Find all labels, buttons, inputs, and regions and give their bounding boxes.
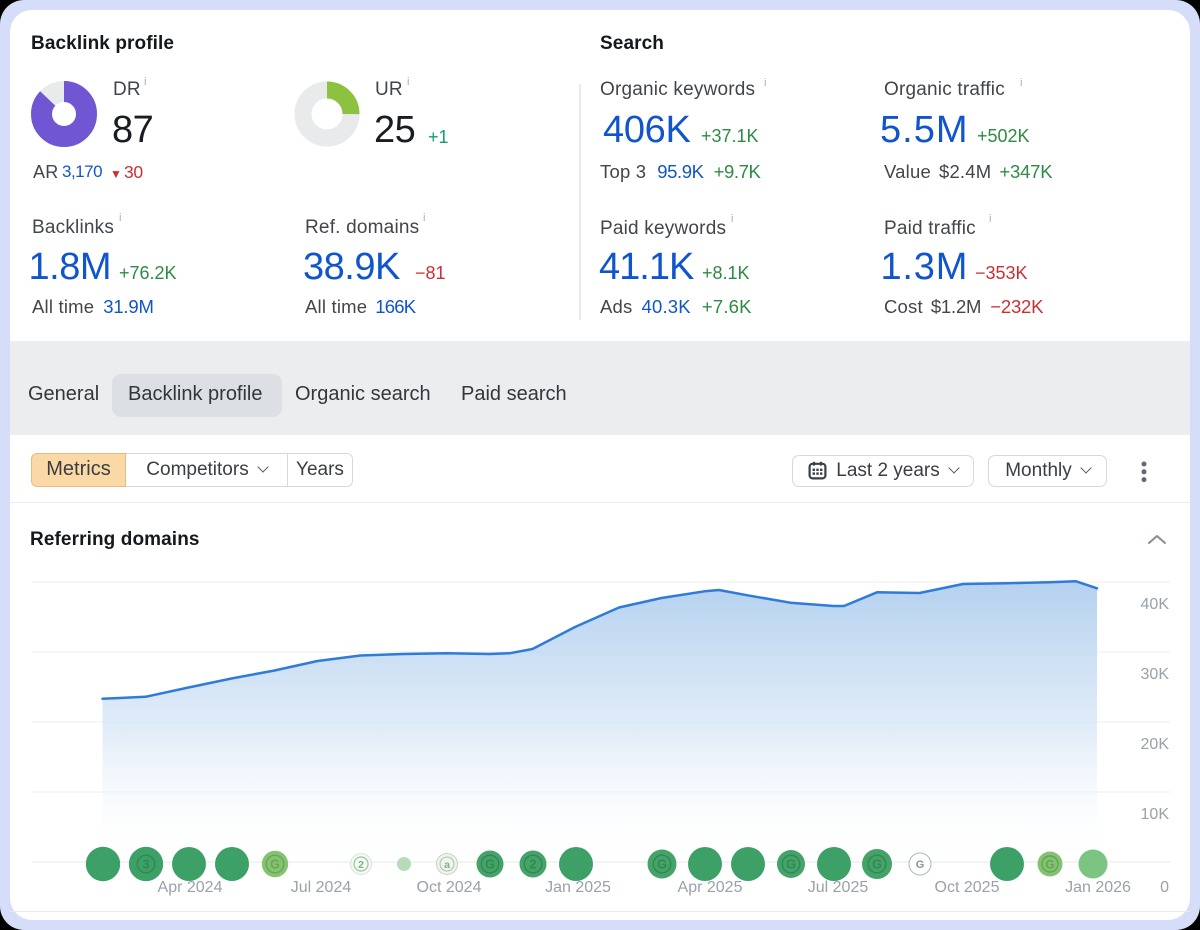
svg-text:G: G bbox=[270, 858, 280, 872]
svg-text:Jan 2025: Jan 2025 bbox=[545, 879, 611, 896]
svg-text:G: G bbox=[657, 858, 667, 872]
svg-text:3: 3 bbox=[143, 858, 150, 872]
svg-text:Apr 2025: Apr 2025 bbox=[678, 879, 743, 896]
svg-text:Apr 2024: Apr 2024 bbox=[158, 879, 223, 896]
svg-text:Oct 2025: Oct 2025 bbox=[935, 879, 1000, 896]
svg-text:2: 2 bbox=[530, 858, 537, 872]
svg-text:10K: 10K bbox=[1141, 806, 1170, 823]
svg-text:0: 0 bbox=[1160, 879, 1169, 896]
svg-text:Jan 2026: Jan 2026 bbox=[1065, 879, 1131, 896]
svg-text:G: G bbox=[872, 858, 882, 872]
svg-text:Jul 2024: Jul 2024 bbox=[291, 879, 352, 896]
svg-text:30K: 30K bbox=[1141, 666, 1170, 683]
svg-text:G: G bbox=[786, 858, 796, 872]
svg-text:G: G bbox=[916, 859, 925, 871]
svg-text:20K: 20K bbox=[1141, 736, 1170, 753]
svg-text:Jul 2025: Jul 2025 bbox=[808, 879, 869, 896]
svg-text:G: G bbox=[485, 858, 495, 872]
svg-text:a: a bbox=[444, 859, 450, 871]
svg-text:2: 2 bbox=[358, 859, 364, 871]
svg-text:Oct 2024: Oct 2024 bbox=[417, 879, 482, 896]
svg-text:40K: 40K bbox=[1141, 596, 1170, 613]
svg-text:G: G bbox=[1046, 860, 1055, 872]
